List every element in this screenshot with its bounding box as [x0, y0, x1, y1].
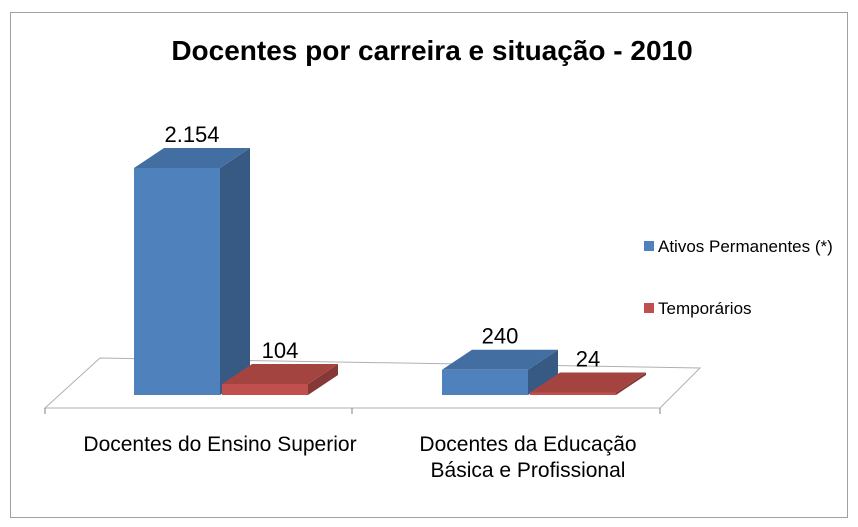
legend-label: Temporários [658, 299, 752, 318]
bar-side [616, 372, 646, 395]
bar-top [442, 349, 558, 370]
legend-item: Temporários [644, 297, 844, 320]
bar [134, 148, 250, 395]
value-label: 240 [482, 324, 519, 349]
legend-label: Ativos Permanentes (*) [658, 237, 833, 256]
bar-top [222, 364, 338, 385]
value-label: 104 [262, 338, 299, 363]
legend-item: Ativos Permanentes (*) [644, 235, 844, 258]
bar [442, 349, 558, 395]
bar-front [442, 369, 528, 395]
value-label: 24 [576, 346, 600, 371]
bar-front [134, 168, 220, 395]
legend-swatch [644, 241, 654, 251]
value-label: 2.154 [164, 122, 219, 147]
x-tick-label: Docentes do Ensino Superior [83, 433, 357, 456]
chart-title: Docentes por carreira e situação - 2010 [171, 35, 692, 66]
x-tick-label: Docentes da Educação Básica e Profission… [419, 433, 637, 482]
bar-side [220, 148, 250, 395]
bar-side [528, 349, 558, 395]
bar-front [530, 392, 616, 395]
bar-top [134, 148, 250, 168]
bar-side [308, 364, 338, 395]
bar [530, 372, 646, 395]
bar-top [530, 372, 646, 393]
bar [222, 364, 338, 395]
bar-front [222, 384, 308, 395]
legend-swatch [644, 303, 654, 313]
